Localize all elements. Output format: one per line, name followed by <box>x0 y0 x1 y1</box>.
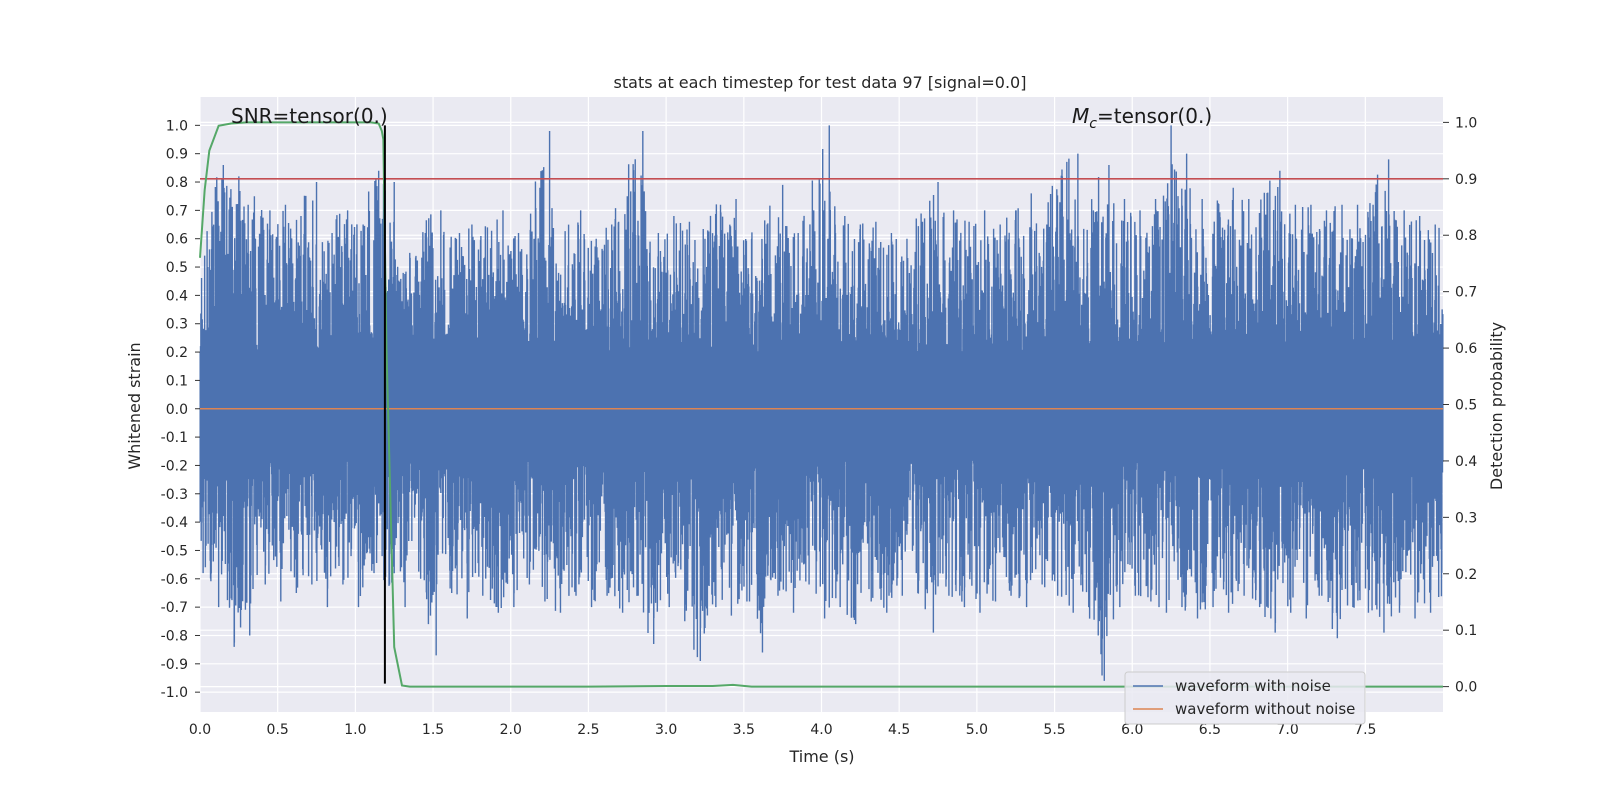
x-tick-label: 2.5 <box>577 722 599 738</box>
x-tick-label: 3.5 <box>733 722 755 738</box>
series-detection-probability <box>199 121 1443 688</box>
x-tick-label: 6.0 <box>1121 722 1143 738</box>
y-tick-label: -0.8 <box>161 628 188 644</box>
legend-label-noise: waveform with noise <box>1175 677 1331 695</box>
y-tick-label: 0.9 <box>166 147 188 163</box>
y-tick-label: 0.6 <box>166 232 188 248</box>
legend-box <box>1124 671 1366 725</box>
y2-tick-label: 0.7 <box>1455 285 1477 301</box>
x-ticks: 0.0 0.5 1.0 1.5 2.0 2.5 3.0 3.5 4.0 4.5 5.0 5.5 6.0 6… <box>189 722 1377 738</box>
y-tick-label: -0.6 <box>161 572 188 588</box>
x-tick-label: 0.5 <box>267 722 289 738</box>
y-tick-label: 0.5 <box>166 260 188 276</box>
series-waveform-with-noise-core <box>200 352 1443 460</box>
y2-tick-label: 0.9 <box>1455 172 1477 188</box>
y2-axis-label: Detection probability <box>1487 322 1506 490</box>
y-axis-label: Whitened strain <box>125 342 144 469</box>
y2-tick-label: 0.5 <box>1455 398 1477 414</box>
y2-tick-label: 0.3 <box>1455 510 1477 526</box>
y-tick-label: 1.0 <box>166 118 188 134</box>
x-tick-label: 5.5 <box>1043 722 1065 738</box>
x-tick-label: 6.5 <box>1199 722 1221 738</box>
x-tick-label: 1.0 <box>344 722 366 738</box>
y2-tick-label: 0.6 <box>1455 341 1477 357</box>
y-tick-label: 0.8 <box>166 175 188 191</box>
y-tick-label: -1.0 <box>161 685 188 701</box>
y-tick-label: -0.2 <box>161 458 188 474</box>
snr-annotation: SNR=tensor(0.) <box>231 104 388 128</box>
mc-annotation: Mc=tensor(0.) <box>1072 104 1212 132</box>
x-tick-label: 4.0 <box>810 722 832 738</box>
y2-tick-label: 0.4 <box>1455 454 1477 470</box>
x-tick-label: 4.5 <box>888 722 910 738</box>
y-tick-label: -0.9 <box>161 657 188 673</box>
x-tick-label: 7.0 <box>1276 722 1298 738</box>
y2-tick-label: 0.8 <box>1455 228 1477 244</box>
x-tick-label: 0.0 <box>189 722 211 738</box>
y2-tick-label: 1.0 <box>1455 115 1477 131</box>
y-ticks-left: 1.0 0.9 0.8 0.7 0.6 0.5 0.4 0.3 0.2 0.1 0.0 -0.1 -0.… <box>161 118 200 701</box>
y-tick-label: 0.1 <box>166 373 188 389</box>
x-axis-label: Time (s) <box>788 747 854 766</box>
chart-title: stats at each timestep for test data 97 … <box>614 73 1027 92</box>
y-tick-label: 0.4 <box>166 288 188 304</box>
x-tick-label: 7.5 <box>1354 722 1376 738</box>
y-tick-label: 0.7 <box>166 203 188 219</box>
y-tick-label: -0.3 <box>161 487 188 503</box>
x-tick-label: 1.5 <box>422 722 444 738</box>
x-tick-label: 5.0 <box>966 722 988 738</box>
y2-tick-label: 0.1 <box>1455 623 1477 639</box>
y-tick-label: -0.7 <box>161 600 188 616</box>
y-ticks-right: 1.0 0.9 0.8 0.7 0.6 0.5 0.4 0.3 0.2 0.1 0.0 <box>1443 115 1477 696</box>
legend: waveform with noise waveform without noi… <box>1124 671 1366 725</box>
y2-tick-label: 0.0 <box>1455 680 1477 696</box>
y-tick-label: 0.0 <box>166 402 188 418</box>
y-tick-label: -0.4 <box>161 515 188 531</box>
x-tick-label: 3.0 <box>655 722 677 738</box>
y-tick-label: -0.5 <box>161 543 188 559</box>
x-tick-label: 2.0 <box>500 722 522 738</box>
y-tick-label: 0.2 <box>166 345 188 361</box>
y-tick-label: -0.1 <box>161 430 188 446</box>
series-layer <box>199 121 1444 688</box>
y2-tick-label: 0.2 <box>1455 567 1477 583</box>
legend-label-clean: waveform without noise <box>1175 700 1355 718</box>
y-tick-label: 0.3 <box>166 317 188 333</box>
